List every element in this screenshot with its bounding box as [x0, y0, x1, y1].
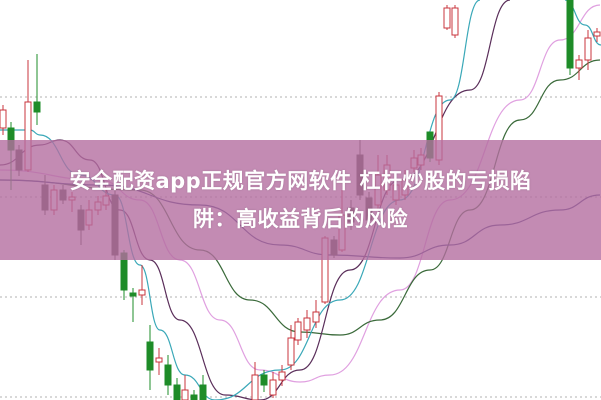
candle-body: [190, 394, 198, 400]
candle-body: [181, 389, 189, 400]
candle-body: [312, 311, 320, 323]
title-banner: [0, 140, 601, 260]
candle-body: [173, 384, 181, 400]
candle-body: [294, 321, 302, 341]
candle-body: [138, 289, 146, 296]
candle-body: [575, 59, 583, 69]
candle-body: [164, 364, 172, 386]
candle-body: [451, 7, 459, 36]
candle-body: [260, 374, 268, 386]
candle-body: [443, 7, 451, 29]
candle-body: [129, 292, 137, 297]
headline: 安全配资app正规官方网软件 杠杆炒股的亏损陷 阱：高收益背后的风险: [10, 162, 591, 238]
headline-line-2: 阱：高收益背后的风险: [193, 207, 408, 231]
candle-body: [593, 31, 601, 37]
candle-body: [269, 379, 277, 396]
candle-body: [155, 357, 163, 363]
candle-body: [584, 37, 592, 61]
candle-body: [251, 374, 259, 400]
candle-body: [0, 109, 7, 129]
candle-body: [33, 101, 41, 113]
candle-body: [199, 384, 207, 400]
candle-body: [566, 0, 574, 69]
headline-line-1: 安全配资app正规官方网软件 杠杆炒股的亏损陷: [69, 169, 532, 193]
candle-body: [146, 341, 154, 371]
candle-body: [303, 317, 311, 331]
candle-body: [287, 337, 295, 366]
candle-body: [278, 371, 286, 381]
